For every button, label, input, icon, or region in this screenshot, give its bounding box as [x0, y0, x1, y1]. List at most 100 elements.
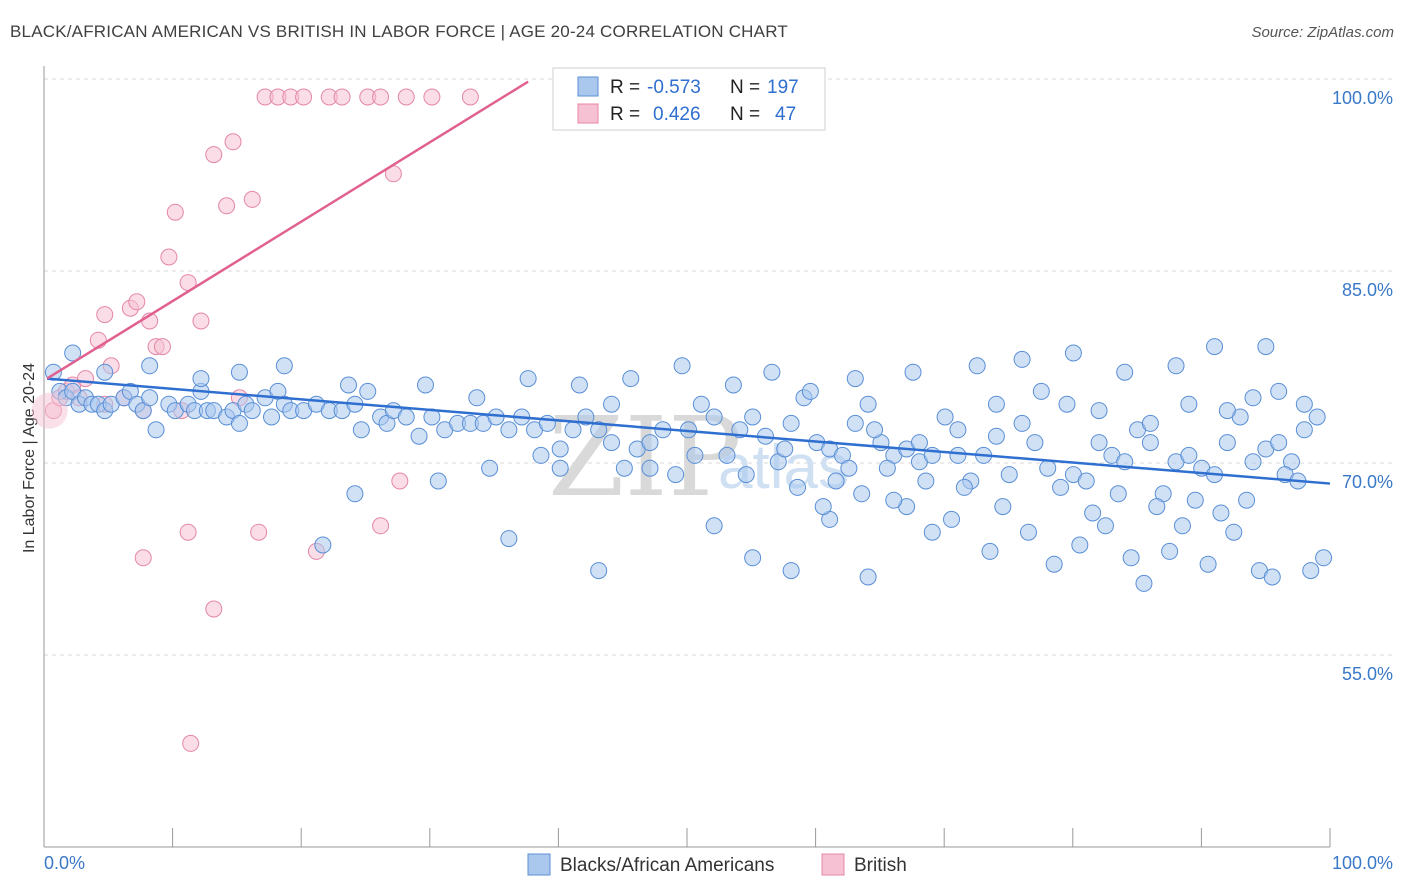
point-black-african-american — [230, 363, 248, 381]
point-black-african-american — [1071, 536, 1089, 554]
point-british — [250, 523, 268, 541]
point-black-african-american — [1090, 434, 1108, 452]
point-black-african-american — [968, 357, 986, 375]
point-black-african-american — [564, 421, 582, 439]
trend-line-black-african-american — [46, 377, 1331, 485]
legend-swatch-blue — [577, 76, 599, 97]
point-black-african-american — [763, 363, 781, 381]
point-black-african-american — [1302, 562, 1320, 580]
point-black-african-american — [1077, 472, 1095, 490]
point-british — [128, 293, 146, 311]
point-black-african-american — [410, 427, 428, 445]
point-black-african-american — [340, 376, 358, 394]
point-black-african-american — [1109, 485, 1127, 503]
point-black-african-american — [1096, 517, 1114, 535]
point-black-african-american — [500, 421, 518, 439]
y-tick-label: 85.0% — [1342, 280, 1393, 300]
legend-r-label-2: R = — [610, 104, 640, 125]
point-black-african-american — [1013, 350, 1031, 368]
point-black-african-american — [827, 472, 845, 490]
point-black-african-american — [352, 421, 370, 439]
point-black-african-american — [1000, 466, 1018, 484]
point-black-african-american — [1308, 408, 1326, 426]
point-black-african-american — [1090, 402, 1108, 420]
bottom-legend-swatch-blue — [527, 853, 551, 876]
point-black-african-american — [1263, 568, 1281, 586]
point-black-african-american — [577, 408, 595, 426]
point-black-african-american — [943, 510, 961, 528]
point-black-african-american — [859, 568, 877, 586]
point-black-african-american — [917, 472, 935, 490]
point-black-african-american — [538, 414, 556, 432]
x-tick-label: 100.0% — [1332, 853, 1393, 873]
point-black-african-american — [846, 370, 864, 388]
point-black-african-american — [1238, 491, 1256, 509]
point-black-african-american — [532, 446, 550, 464]
point-british — [243, 190, 261, 208]
y-axis-label: In Labor Force | Age 20-24 — [21, 363, 38, 553]
point-black-african-american — [853, 485, 871, 503]
trend-line-british — [46, 80, 529, 380]
point-black-african-american — [1173, 517, 1191, 535]
point-black-african-american — [1032, 382, 1050, 400]
point-black-african-american — [846, 414, 864, 432]
point-black-african-american — [686, 446, 704, 464]
point-british — [205, 600, 223, 618]
point-black-african-american — [737, 466, 755, 484]
point-black-african-american — [1218, 434, 1236, 452]
point-black-african-american — [1206, 338, 1224, 356]
legend-r-value-1: -0.573 — [647, 77, 701, 98]
y-tick-label: 100.0% — [1332, 88, 1393, 108]
point-british — [372, 517, 390, 535]
point-black-african-american — [1064, 344, 1082, 362]
point-black-african-american — [1019, 523, 1037, 541]
point-black-african-american — [243, 402, 261, 420]
point-black-african-american — [994, 498, 1012, 516]
point-black-african-american — [1270, 434, 1288, 452]
point-black-african-american — [416, 376, 434, 394]
point-black-african-american — [1225, 523, 1243, 541]
bottom-legend-label-pink: British — [854, 855, 907, 876]
point-black-african-american — [1180, 446, 1198, 464]
point-black-african-american — [1052, 478, 1070, 496]
bottom-legend-label-blue: Blacks/African Americans — [560, 855, 774, 876]
point-black-african-american — [570, 376, 588, 394]
point-black-african-american — [314, 536, 332, 554]
point-black-african-american — [673, 357, 691, 375]
legend-n-value-1: 197 — [767, 77, 799, 98]
point-british — [182, 734, 200, 752]
point-black-african-american — [1135, 574, 1153, 592]
point-black-african-american — [814, 498, 832, 516]
bottom-legend: Blacks/African Americans British — [527, 853, 907, 876]
point-black-african-american — [705, 408, 723, 426]
point-black-african-american — [987, 395, 1005, 413]
point-british-cluster — [31, 392, 68, 429]
point-black-african-american — [789, 478, 807, 496]
point-black-african-american — [1295, 395, 1313, 413]
point-black-african-american — [346, 485, 364, 503]
point-black-african-american — [840, 459, 858, 477]
point-black-african-american — [141, 357, 159, 375]
grid — [44, 78, 1394, 656]
point-black-african-american — [1186, 491, 1204, 509]
point-black-african-american — [1141, 414, 1159, 432]
point-black-african-american — [955, 478, 973, 496]
point-black-african-american — [987, 427, 1005, 445]
point-black-african-american — [641, 459, 659, 477]
point-british — [423, 88, 441, 106]
point-british — [134, 549, 152, 567]
point-black-african-american — [936, 408, 954, 426]
point-black-african-american — [782, 562, 800, 580]
point-black-african-american — [1122, 549, 1140, 567]
point-black-african-american — [776, 440, 794, 458]
point-black-african-american — [1180, 395, 1198, 413]
point-black-african-american — [230, 414, 248, 432]
point-black-african-american — [744, 549, 762, 567]
point-british — [372, 88, 390, 106]
point-black-african-american — [1058, 395, 1076, 413]
point-black-african-american — [1315, 549, 1333, 567]
point-black-african-american — [64, 344, 82, 362]
point-black-african-american — [275, 357, 293, 375]
point-black-african-american — [1167, 357, 1185, 375]
point-black-african-american — [1244, 453, 1262, 471]
